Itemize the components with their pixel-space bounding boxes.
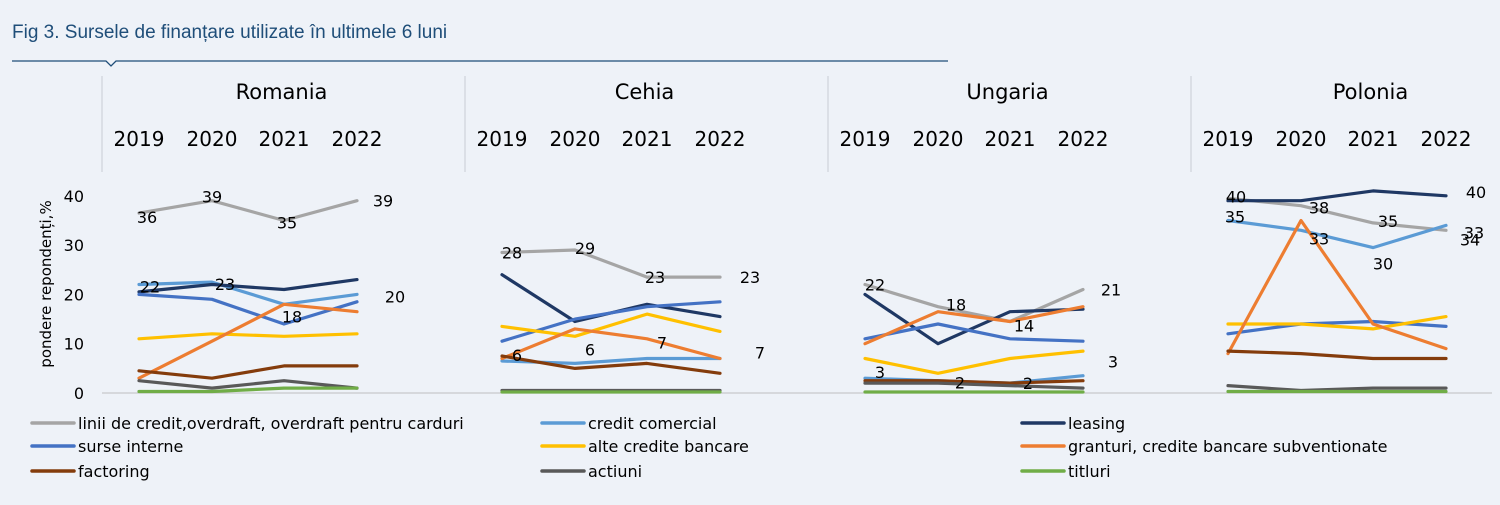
year-label: 2020 [187, 127, 238, 151]
y-tick-label: 20 [64, 285, 84, 304]
data-label: 22 [865, 276, 885, 295]
series-line-alte_credite [500, 312, 722, 338]
data-label: 23 [645, 268, 665, 287]
data-label: 30 [1373, 255, 1393, 274]
series-line-surse_interne [137, 292, 359, 326]
series-line-leasing [137, 278, 359, 294]
data-label: 38 [1309, 199, 1329, 218]
series-line-credit_comercial [137, 280, 359, 306]
data-label: 7 [755, 343, 765, 362]
data-label: 39 [373, 192, 393, 211]
data-label: 33 [1309, 229, 1329, 248]
legend-label-granturi: granturi, credite bancare subventionate [1068, 437, 1387, 456]
title-underline [12, 60, 948, 67]
series-line-actiuni [137, 379, 359, 390]
data-label: 29 [575, 239, 595, 258]
y-tick-label: 40 [64, 187, 84, 206]
data-label: 35 [277, 213, 297, 232]
data-label: 18 [282, 307, 302, 326]
legend-label-credit_comercial: credit comercial [588, 414, 717, 433]
y-axis-label: pondere repondenți,% [37, 200, 55, 367]
year-label: 2019 [114, 127, 165, 151]
panel-label: Cehia [615, 80, 675, 104]
series-line-alte_credite [1226, 315, 1448, 331]
data-label: 35 [1378, 212, 1398, 231]
year-label: 2022 [1421, 127, 1472, 151]
year-label: 2022 [695, 127, 746, 151]
data-label: 7 [657, 333, 667, 352]
panel-label: Ungaria [966, 80, 1048, 104]
y-tick-label: 30 [64, 236, 84, 255]
legend-label-alte_credite: alte credite bancare [588, 437, 749, 456]
year-label: 2020 [550, 127, 601, 151]
series-line-linii [137, 199, 359, 223]
year-label: 2021 [1348, 127, 1399, 151]
series-line-factoring [137, 364, 359, 380]
series-line-actiuni [1226, 384, 1448, 393]
figure-title: Fig 3. Sursele de finanțare utilizate în… [12, 22, 448, 43]
series-line-linii [500, 248, 722, 279]
legend-label-linii: linii de credit,overdraft, overdraft pen… [78, 414, 464, 433]
data-label: 34 [1460, 230, 1480, 249]
data-label: 23 [740, 268, 760, 287]
series-line-alte_credite [863, 349, 1085, 375]
legend-label-titluri: titluri [1068, 462, 1111, 481]
year-label: 2021 [259, 127, 310, 151]
data-label: 2 [955, 374, 965, 393]
data-label: 23 [215, 275, 235, 294]
data-label: 35 [1225, 207, 1245, 226]
year-label: 2022 [332, 127, 383, 151]
year-label: 2021 [985, 127, 1036, 151]
series-line-granturi [1226, 218, 1448, 356]
panel-label: Romania [236, 80, 328, 104]
series-line-linii [863, 282, 1085, 324]
data-label: 14 [1014, 317, 1034, 336]
y-tick-label: 10 [64, 335, 84, 354]
series-line-granturi [137, 302, 359, 380]
year-label: 2021 [622, 127, 673, 151]
data-label: 22 [140, 278, 160, 297]
data-label: 36 [137, 208, 157, 227]
y-tick-label: 0 [74, 384, 84, 403]
data-label: 40 [1466, 183, 1486, 202]
data-label: 28 [502, 243, 522, 262]
series-line-surse_interne [863, 322, 1085, 343]
year-label: 2020 [913, 127, 964, 151]
data-label: 33 [1464, 223, 1484, 242]
series-line-factoring [1226, 349, 1448, 361]
data-label: 6 [512, 346, 522, 365]
year-label: 2022 [1058, 127, 1109, 151]
legend-label-factoring: factoring [78, 462, 150, 481]
series-line-credit_comercial [1226, 218, 1448, 250]
series-line-factoring [863, 379, 1085, 385]
series-line-factoring [500, 354, 722, 375]
year-label: 2019 [840, 127, 891, 151]
panel-label: Polonia [1333, 80, 1408, 104]
data-label: 6 [585, 340, 595, 359]
data-label: 21 [1101, 280, 1121, 299]
data-label: 3 [875, 363, 885, 382]
series-line-granturi [863, 305, 1085, 346]
legend-label-leasing: leasing [1068, 414, 1125, 433]
legend-label-surse_interne: surse interne [78, 437, 183, 456]
series-line-leasing [863, 292, 1085, 346]
year-label: 2019 [1203, 127, 1254, 151]
series-line-granturi [500, 327, 722, 361]
data-label: 18 [946, 296, 966, 315]
data-label: 3 [1108, 353, 1118, 372]
legend-label-actiuni: actiuni [588, 462, 642, 481]
year-label: 2019 [477, 127, 528, 151]
data-label: 40 [1226, 187, 1246, 206]
data-label: 20 [385, 287, 405, 306]
series-line-actiuni [863, 381, 1085, 390]
series-line-alte_credite [137, 332, 359, 341]
series-line-leasing [1226, 189, 1448, 203]
year-label: 2020 [1276, 127, 1327, 151]
series-line-titluri [137, 386, 359, 394]
data-label: 2 [1023, 374, 1033, 393]
data-label: 39 [202, 188, 222, 207]
